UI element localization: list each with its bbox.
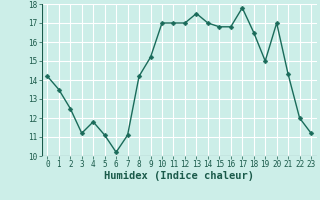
X-axis label: Humidex (Indice chaleur): Humidex (Indice chaleur) bbox=[104, 171, 254, 181]
